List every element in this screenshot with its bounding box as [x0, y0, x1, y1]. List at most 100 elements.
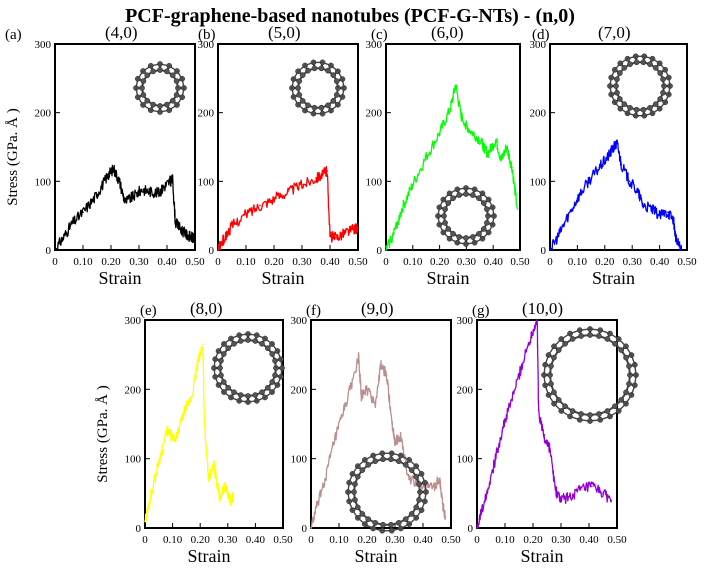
molecule-bond — [553, 338, 562, 347]
molecule-atom — [220, 351, 227, 357]
molecule-atom — [365, 461, 372, 468]
molecule-atom — [395, 520, 402, 526]
molecule-bond — [600, 415, 611, 421]
molecule-atom — [476, 230, 482, 237]
data-point — [357, 357, 360, 359]
molecule-bond — [330, 64, 339, 72]
molecule-bond — [217, 343, 225, 352]
molecule-atom — [352, 497, 358, 503]
data-point — [484, 496, 487, 498]
molecule-bond — [280, 367, 283, 377]
data-point — [229, 499, 232, 502]
molecule-atom — [231, 389, 237, 396]
molecule-atom — [463, 191, 469, 197]
data-point — [323, 172, 326, 174]
plot-frame — [385, 43, 521, 251]
data-point — [543, 437, 545, 439]
x-tick-label: 0.20 — [101, 256, 121, 268]
molecule-bond — [609, 77, 612, 87]
molecule-atom — [456, 192, 463, 198]
data-point — [526, 346, 529, 349]
data-point — [341, 416, 343, 418]
x-tick-label: 0.10 — [403, 256, 423, 268]
molecule-atom — [618, 347, 625, 353]
molecule-atom — [469, 234, 476, 240]
molecule-atom — [640, 106, 647, 113]
data-point — [158, 461, 160, 463]
molecule-bond — [488, 199, 494, 208]
y-tick-label: 300 — [35, 39, 52, 51]
molecule-bond — [217, 384, 225, 393]
x-axis-label: Strain — [592, 268, 635, 288]
data-point — [401, 208, 403, 210]
molecule-atom — [352, 481, 358, 487]
molecule-bond — [239, 333, 249, 336]
series-line — [144, 345, 234, 523]
molecule-atom — [548, 381, 554, 387]
molecule-bond — [420, 501, 426, 511]
molecule-atom — [555, 397, 562, 403]
molecule-bond — [474, 238, 483, 244]
molecule-bond — [297, 104, 306, 112]
x-tick-label: 0.40 — [157, 256, 177, 268]
chirality-label: (10,0) — [522, 299, 563, 318]
molecule-bond — [176, 70, 183, 80]
data-point — [301, 183, 303, 186]
y-tick-label: 200 — [457, 384, 474, 396]
molecule-bond — [457, 241, 467, 245]
data-point — [394, 440, 396, 443]
molecule-bond — [630, 354, 636, 365]
molecule-atom — [225, 345, 232, 352]
molecule-atom — [613, 83, 619, 89]
molecule-atom — [318, 65, 325, 72]
x-tick-label: 0 — [215, 256, 221, 268]
molecule-atom — [551, 389, 557, 396]
data-point — [554, 489, 557, 491]
y-tick-label: 300 — [530, 39, 547, 51]
y-tick-label: 300 — [198, 39, 215, 51]
data-point — [650, 208, 653, 210]
molecule-atom — [140, 78, 147, 84]
panels-group: 0 0.10 0.20 0.30 0.40 0.50 0 100 200 300 Strain Str… — [5, 23, 697, 566]
y-tick-label: 300 — [366, 39, 383, 51]
molecule-atom — [660, 89, 666, 96]
data-point — [357, 227, 359, 229]
molecule-atom — [218, 357, 224, 364]
molecule-bond — [348, 473, 354, 483]
chart-panel-f: 0 0.10 0.20 0.30 0.40 0.50 0 100 200 300 Strain (f)… — [291, 299, 462, 566]
molecule-bond — [230, 334, 240, 340]
molecule-atom — [578, 411, 584, 417]
data-point — [224, 485, 226, 488]
molecule-atom — [614, 89, 620, 96]
data-point — [565, 218, 568, 220]
molecule-atom — [408, 467, 415, 473]
molecule-bond — [291, 87, 295, 98]
molecule-atom — [231, 340, 237, 347]
molecule-bond — [230, 396, 240, 402]
plot-frame — [144, 319, 284, 529]
x-tick-label: 0.10 — [163, 534, 183, 546]
molecule-atom — [305, 67, 311, 74]
molecule-bond — [438, 199, 444, 208]
data-point — [598, 166, 601, 169]
data-point — [169, 180, 171, 183]
data-point — [360, 395, 363, 398]
data-point — [124, 201, 126, 203]
data-point — [667, 211, 669, 214]
data-point — [511, 166, 513, 169]
x-tick-label: 0.30 — [457, 256, 477, 268]
x-tick-label: 0.40 — [484, 256, 504, 268]
molecule-atom — [388, 456, 394, 463]
data-point — [217, 249, 219, 251]
data-point — [393, 232, 395, 234]
x-tick-label: 0.30 — [129, 256, 149, 268]
chirality-label: (4,0) — [105, 23, 138, 42]
molecule-atom — [150, 101, 156, 108]
x-axis-label: Strain — [427, 268, 470, 288]
molecule-bond — [668, 77, 671, 87]
molecule-bond — [247, 333, 257, 336]
molecule-atom — [330, 98, 337, 104]
data-point — [174, 221, 177, 224]
molecule-atom — [445, 200, 452, 206]
molecule-bond — [291, 78, 295, 89]
